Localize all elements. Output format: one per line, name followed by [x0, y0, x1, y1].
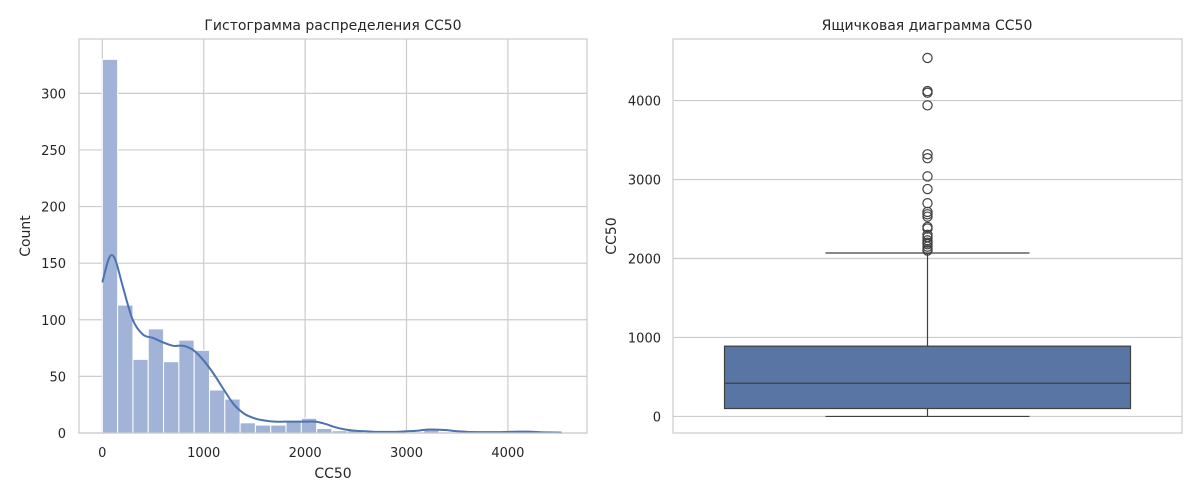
- histogram-bar: [254, 424, 272, 434]
- histogram-x-tick-labels: 0 1000 2000 3000 4000: [98, 446, 524, 461]
- histogram-x-tick-label: 1000: [187, 446, 220, 461]
- histogram-bar: [163, 361, 180, 434]
- histogram-x-tick-label: 0: [98, 446, 106, 461]
- histogram-x-axis-label: CC50: [314, 466, 351, 482]
- histogram-bar: [208, 389, 226, 434]
- histogram-y-tick-label: 250: [41, 144, 66, 159]
- histogram-bar: [270, 424, 287, 434]
- boxplot-outliers: [922, 52, 933, 256]
- boxplot-y-tick-label: 4000: [628, 95, 661, 110]
- histogram-y-tick-label: 0: [58, 427, 66, 442]
- boxplot-y-tick-label: 3000: [628, 174, 661, 189]
- boxplot-y-tick-label: 1000: [628, 331, 661, 346]
- outlier-point: [922, 221, 933, 233]
- histogram-bar: [147, 328, 165, 434]
- histogram-title: Гистограмма распределения CC50: [204, 18, 461, 34]
- boxplot: [723, 252, 1132, 418]
- outlier-point: [922, 153, 933, 164]
- boxplot-frame: [672, 38, 1183, 434]
- outlier-point: [922, 85, 933, 97]
- histogram-bar: [300, 417, 318, 434]
- histogram-bar: [132, 358, 149, 434]
- boxplot-title: Ящичковая диаграмма CC50: [822, 18, 1033, 34]
- outlier-point: [922, 52, 933, 64]
- histogram-bar: [117, 304, 134, 434]
- histogram-y-tick-label: 200: [41, 201, 66, 216]
- histogram-x-tick-label: 4000: [491, 446, 524, 461]
- histogram-y-axis-label: Count: [18, 215, 34, 257]
- boxplot-y-axis-label: CC50: [604, 217, 620, 254]
- histogram-bar: [239, 422, 256, 434]
- histogram-bar: [193, 349, 210, 434]
- histogram-y-tick-labels: 0 50 100 150 200 250 300: [41, 87, 66, 442]
- histogram-frame: [78, 38, 588, 434]
- outlier-point: [922, 100, 933, 111]
- outlier-point: [922, 183, 933, 195]
- histogram-y-tick-label: 300: [41, 87, 66, 102]
- kde-curve: [101, 254, 562, 434]
- histogram-bar: [178, 339, 195, 434]
- histogram-y-tick-label: 150: [41, 257, 66, 272]
- outlier-point: [922, 149, 933, 160]
- outlier-point: [922, 171, 933, 182]
- histogram-bar: [316, 427, 333, 434]
- histogram-bar: [101, 58, 119, 434]
- boxplot-y-tick-labels: 0 1000 2000 3000 4000: [628, 95, 661, 426]
- boxplot-y-tick-label: 0: [653, 410, 661, 425]
- histogram-panel: 0 1000 2000 3000 4000 0 50 100 150 200 250 300 Гис…: [18, 18, 588, 482]
- histogram-x-tick-label: 2000: [289, 446, 322, 461]
- outlier-point: [922, 198, 933, 209]
- histogram-y-tick-label: 50: [49, 370, 66, 385]
- boxplot-panel: 0 1000 2000 3000 4000 Ящичковая диаграмма CC…: [604, 18, 1183, 434]
- outlier-point: [922, 235, 933, 246]
- histogram-y-tick-label: 100: [41, 314, 66, 329]
- boxplot-y-tick-label: 2000: [628, 253, 661, 268]
- outlier-point: [922, 229, 933, 241]
- interquartile-box: [723, 345, 1132, 410]
- histogram-x-tick-label: 3000: [390, 446, 423, 461]
